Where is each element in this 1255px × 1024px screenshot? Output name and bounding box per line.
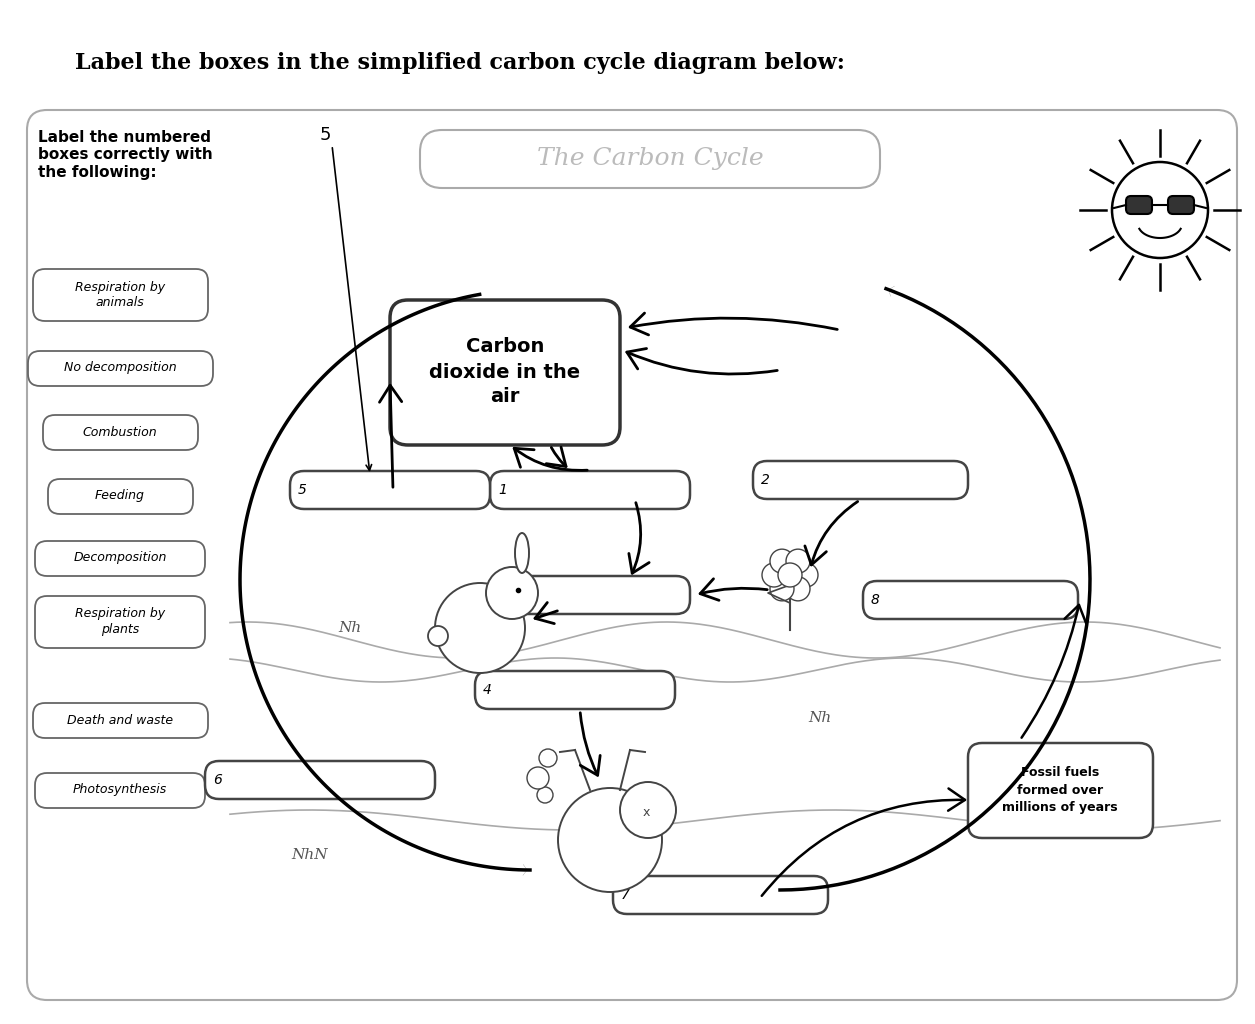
Text: The Carbon Cycle: The Carbon Cycle — [537, 147, 763, 171]
FancyBboxPatch shape — [390, 300, 620, 445]
Text: NhN: NhN — [291, 848, 329, 862]
Text: Fossil fuels
formed over
millions of years: Fossil fuels formed over millions of yea… — [1003, 767, 1118, 813]
Circle shape — [786, 549, 809, 573]
Circle shape — [786, 577, 809, 601]
FancyBboxPatch shape — [35, 773, 205, 808]
Circle shape — [620, 782, 676, 838]
Text: Death and waste: Death and waste — [67, 714, 173, 726]
Circle shape — [762, 563, 786, 587]
Text: 7: 7 — [621, 888, 630, 902]
Text: Respiration by
animals: Respiration by animals — [75, 281, 166, 309]
Ellipse shape — [515, 534, 530, 573]
Circle shape — [558, 788, 661, 892]
Circle shape — [538, 749, 557, 767]
FancyBboxPatch shape — [612, 876, 828, 914]
FancyBboxPatch shape — [489, 575, 690, 614]
FancyBboxPatch shape — [35, 541, 205, 575]
FancyBboxPatch shape — [48, 479, 193, 514]
Circle shape — [771, 549, 794, 573]
FancyBboxPatch shape — [33, 269, 208, 321]
FancyBboxPatch shape — [489, 471, 690, 509]
Circle shape — [771, 577, 794, 601]
Text: 4: 4 — [483, 683, 492, 697]
Text: Carbon
dioxide in the
air: Carbon dioxide in the air — [429, 338, 581, 407]
Text: x: x — [643, 806, 650, 818]
Circle shape — [794, 563, 818, 587]
Text: No decomposition: No decomposition — [64, 361, 176, 375]
FancyBboxPatch shape — [968, 743, 1153, 838]
Circle shape — [428, 626, 448, 646]
Circle shape — [435, 583, 525, 673]
Text: 6: 6 — [213, 773, 222, 787]
Text: Nh: Nh — [339, 621, 361, 635]
Text: 3: 3 — [498, 588, 507, 602]
Text: Decomposition: Decomposition — [73, 552, 167, 564]
Circle shape — [527, 767, 548, 790]
Text: Photosynthesis: Photosynthesis — [73, 783, 167, 797]
FancyBboxPatch shape — [28, 110, 1237, 1000]
Text: 1: 1 — [498, 483, 507, 497]
Text: Feeding: Feeding — [95, 489, 144, 503]
FancyBboxPatch shape — [35, 596, 205, 648]
Text: Label the numbered
boxes correctly with
the following:: Label the numbered boxes correctly with … — [38, 130, 213, 180]
FancyBboxPatch shape — [33, 703, 208, 738]
FancyBboxPatch shape — [474, 671, 675, 709]
Circle shape — [486, 567, 538, 618]
Text: 8: 8 — [871, 593, 880, 607]
Circle shape — [1112, 162, 1209, 258]
FancyBboxPatch shape — [1168, 196, 1194, 214]
FancyBboxPatch shape — [863, 581, 1078, 618]
Text: Respiration by
plants: Respiration by plants — [75, 607, 166, 637]
FancyBboxPatch shape — [205, 761, 435, 799]
FancyBboxPatch shape — [28, 351, 213, 386]
Circle shape — [778, 563, 802, 587]
Text: Combustion: Combustion — [83, 426, 157, 438]
FancyBboxPatch shape — [753, 461, 968, 499]
Text: 5: 5 — [297, 483, 307, 497]
Text: 2: 2 — [761, 473, 769, 487]
FancyBboxPatch shape — [1126, 196, 1152, 214]
Text: 5: 5 — [319, 126, 331, 144]
Circle shape — [537, 787, 553, 803]
FancyBboxPatch shape — [43, 415, 198, 450]
FancyBboxPatch shape — [290, 471, 489, 509]
Text: Nh: Nh — [808, 711, 832, 725]
FancyBboxPatch shape — [420, 130, 880, 188]
Text: Label the boxes in the simplified carbon cycle diagram below:: Label the boxes in the simplified carbon… — [75, 52, 845, 74]
